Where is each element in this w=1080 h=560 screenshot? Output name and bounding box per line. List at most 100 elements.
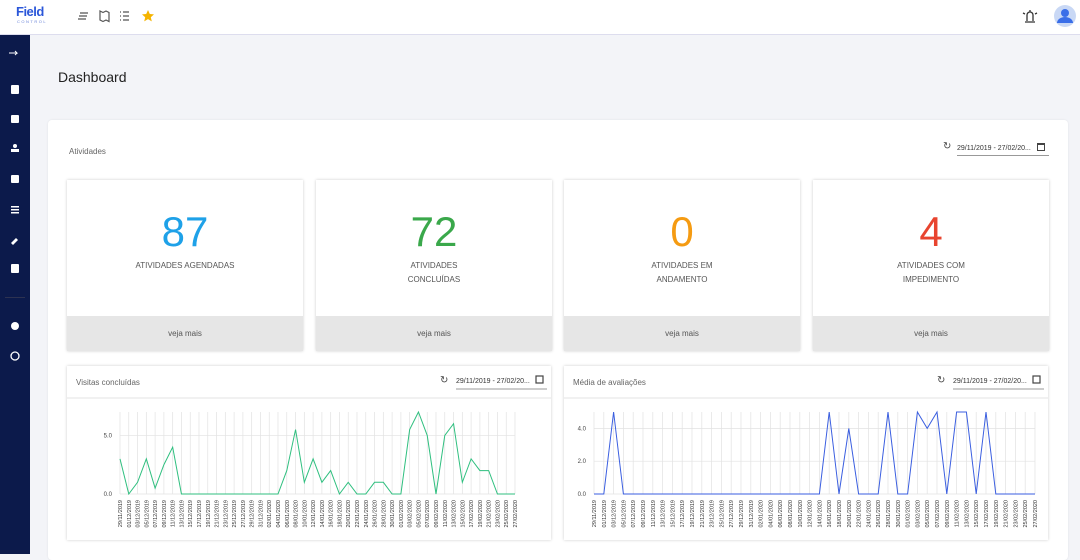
x-tick-label: 12/01/2020 xyxy=(808,500,814,528)
stat-value: 87 xyxy=(161,208,209,255)
x-tick-label: 05/02/2020 xyxy=(925,500,931,528)
x-tick-label: 13/02/2020 xyxy=(964,500,970,528)
x-tick-label: 27/02/2020 xyxy=(513,500,519,528)
y-tick-label: 0.0 xyxy=(578,492,587,498)
refresh-icon[interactable]: ↻ xyxy=(943,141,952,152)
x-tick-label: 05/02/2020 xyxy=(416,500,422,528)
x-tick-label: 19/02/2020 xyxy=(994,500,1000,528)
x-tick-label: 23/12/2019 xyxy=(710,500,716,528)
x-tick-label: 14/01/2020 xyxy=(817,500,823,528)
stat-value: 0 xyxy=(670,208,694,255)
stat-card: 4 ATIVIDADES COM IMPEDIMENTO veja mais xyxy=(813,180,1049,351)
x-tick-label: 03/12/2019 xyxy=(136,500,142,528)
chart-title: Visitas concluídas xyxy=(76,378,140,387)
x-tick-label: 16/01/2020 xyxy=(827,500,833,528)
refresh-icon[interactable]: ↻ xyxy=(440,375,448,386)
x-tick-label: 07/02/2020 xyxy=(935,500,941,528)
x-tick-label: 13/12/2019 xyxy=(661,500,667,528)
x-tick-label: 18/01/2020 xyxy=(337,500,343,528)
x-tick-label: 19/12/2019 xyxy=(690,500,696,528)
x-tick-label: 17/02/2020 xyxy=(984,500,990,528)
calendar-icon[interactable] xyxy=(535,375,544,384)
x-tick-label: 15/12/2019 xyxy=(670,500,676,528)
x-tick-label: 08/01/2020 xyxy=(294,500,300,528)
x-tick-label: 28/01/2020 xyxy=(886,500,892,528)
stat-label: ATIVIDADES COM IMPEDIMENTO xyxy=(897,261,965,284)
refresh-icon[interactable]: ↻ xyxy=(937,375,945,386)
x-tick-label: 26/01/2020 xyxy=(373,500,379,528)
x-tick-label: 14/01/2020 xyxy=(320,500,326,528)
x-tick-label: 29/11/2019 xyxy=(592,500,598,527)
x-tick-label: 27/02/2020 xyxy=(1033,500,1039,528)
x-tick-label: 01/12/2019 xyxy=(602,500,608,528)
x-tick-label: 29/12/2019 xyxy=(250,500,256,528)
y-tick-label: 5.0 xyxy=(104,433,113,439)
x-tick-label: 25/02/2020 xyxy=(1023,500,1029,528)
stat-label: ATIVIDADES EM ANDAMENTO xyxy=(651,261,713,284)
calendar-icon[interactable] xyxy=(1032,375,1041,384)
x-tick-label: 05/12/2019 xyxy=(144,500,150,528)
x-tick-label: 27/12/2019 xyxy=(729,500,735,528)
x-tick-label: 03/02/2020 xyxy=(408,500,414,528)
stat-value: 72 xyxy=(410,208,458,255)
x-tick-label: 21/02/2020 xyxy=(1004,500,1010,528)
see-more[interactable]: veja mais xyxy=(316,316,552,351)
x-tick-label: 12/01/2020 xyxy=(311,500,317,528)
stat-card: 0 ATIVIDADES EM ANDAMENTO veja mais xyxy=(564,180,800,351)
see-more[interactable]: veja mais xyxy=(813,316,1049,351)
stat-label: ATIVIDADES AGENDADAS xyxy=(135,261,235,270)
x-tick-label: 23/02/2020 xyxy=(495,500,501,528)
top-bar: Field CONTROL xyxy=(0,0,1080,35)
see-more[interactable]: veja mais xyxy=(564,316,800,351)
x-tick-label: 13/02/2020 xyxy=(452,500,458,528)
date-range[interactable]: 29/11/2019 - 27/02/20... xyxy=(456,378,530,385)
x-tick-label: 09/02/2020 xyxy=(434,500,440,528)
x-tick-label: 25/12/2019 xyxy=(232,500,238,528)
chart-card: Visitas concluídas ↻ 29/11/2019 - 27/02/20… xyxy=(67,366,551,540)
x-tick-label: 17/12/2019 xyxy=(680,500,686,528)
logo: Field xyxy=(16,4,44,19)
x-tick-label: 08/01/2020 xyxy=(788,500,794,528)
chart-title: Média de avaliações xyxy=(573,378,646,387)
see-more[interactable]: veja mais xyxy=(67,316,303,351)
x-tick-label: 21/02/2020 xyxy=(487,500,493,528)
x-tick-label: 02/01/2020 xyxy=(759,500,765,528)
x-tick-label: 25/02/2020 xyxy=(504,500,510,528)
x-tick-label: 20/01/2020 xyxy=(847,500,853,528)
x-tick-label: 24/01/2020 xyxy=(364,500,370,528)
x-tick-label: 25/12/2019 xyxy=(719,500,725,528)
y-tick-label: 2.0 xyxy=(578,459,587,465)
x-tick-label: 18/01/2020 xyxy=(837,500,843,528)
x-tick-label: 23/02/2020 xyxy=(1013,500,1019,528)
sidebar xyxy=(0,35,30,554)
x-tick-label: 07/12/2019 xyxy=(631,500,637,528)
x-tick-label: 23/12/2019 xyxy=(223,500,229,528)
user-icons[interactable] xyxy=(1018,4,1078,30)
x-tick-label: 24/01/2020 xyxy=(866,500,872,528)
x-tick-label: 22/01/2020 xyxy=(355,500,361,528)
x-tick-label: 17/02/2020 xyxy=(469,500,475,528)
page-title: Dashboard xyxy=(58,69,127,85)
x-tick-label: 29/11/2019 xyxy=(118,500,124,527)
calendar-icon[interactable] xyxy=(1037,143,1045,151)
x-tick-label: 20/01/2020 xyxy=(346,500,352,528)
x-tick-label: 17/12/2019 xyxy=(197,500,203,528)
sidebar-icons[interactable] xyxy=(0,35,30,375)
x-tick-label: 06/01/2020 xyxy=(285,500,291,528)
x-tick-label: 04/01/2020 xyxy=(276,500,282,528)
chart-card: Média de avaliações ↻ 29/11/2019 - 27/02/2… xyxy=(564,366,1048,540)
x-tick-label: 19/12/2019 xyxy=(206,500,212,528)
date-range[interactable]: 29/11/2019 - 27/02/20... xyxy=(953,378,1027,385)
y-tick-label: 0.0 xyxy=(104,492,113,498)
x-tick-label: 09/12/2019 xyxy=(641,500,647,528)
x-tick-label: 09/02/2020 xyxy=(945,500,951,528)
x-tick-label: 04/01/2020 xyxy=(768,500,774,528)
x-tick-label: 03/02/2020 xyxy=(915,500,921,528)
logo-sub: CONTROL xyxy=(17,19,48,24)
toolbar-icons[interactable] xyxy=(78,8,158,24)
x-tick-label: 31/12/2019 xyxy=(749,500,755,528)
date-range[interactable]: 29/11/2019 - 27/02/20... xyxy=(957,145,1049,156)
data-line xyxy=(594,410,1035,495)
x-tick-label: 30/01/2020 xyxy=(390,500,396,528)
